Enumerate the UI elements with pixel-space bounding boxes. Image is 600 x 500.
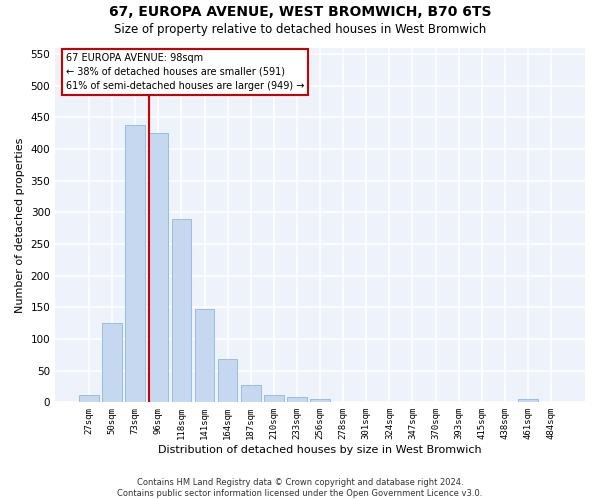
Bar: [241, 385, 260, 402]
Bar: [125, 126, 145, 402]
Text: Contains HM Land Registry data © Crown copyright and database right 2024.
Contai: Contains HM Land Registry data © Crown c…: [118, 478, 482, 498]
Bar: [149, 133, 168, 402]
Text: 67 EUROPA AVENUE: 98sqm
← 38% of detached houses are smaller (591)
61% of semi-d: 67 EUROPA AVENUE: 98sqm ← 38% of detache…: [66, 53, 304, 91]
Bar: [172, 218, 191, 402]
Bar: [518, 398, 538, 402]
Bar: [310, 399, 330, 402]
Bar: [218, 359, 238, 403]
Text: 67, EUROPA AVENUE, WEST BROMWICH, B70 6TS: 67, EUROPA AVENUE, WEST BROMWICH, B70 6T…: [109, 5, 491, 19]
Text: Size of property relative to detached houses in West Bromwich: Size of property relative to detached ho…: [114, 22, 486, 36]
Bar: [264, 396, 284, 402]
Bar: [79, 394, 99, 402]
Y-axis label: Number of detached properties: Number of detached properties: [15, 137, 25, 312]
X-axis label: Distribution of detached houses by size in West Bromwich: Distribution of detached houses by size …: [158, 445, 482, 455]
Bar: [287, 398, 307, 402]
Bar: [195, 309, 214, 402]
Bar: [103, 323, 122, 402]
